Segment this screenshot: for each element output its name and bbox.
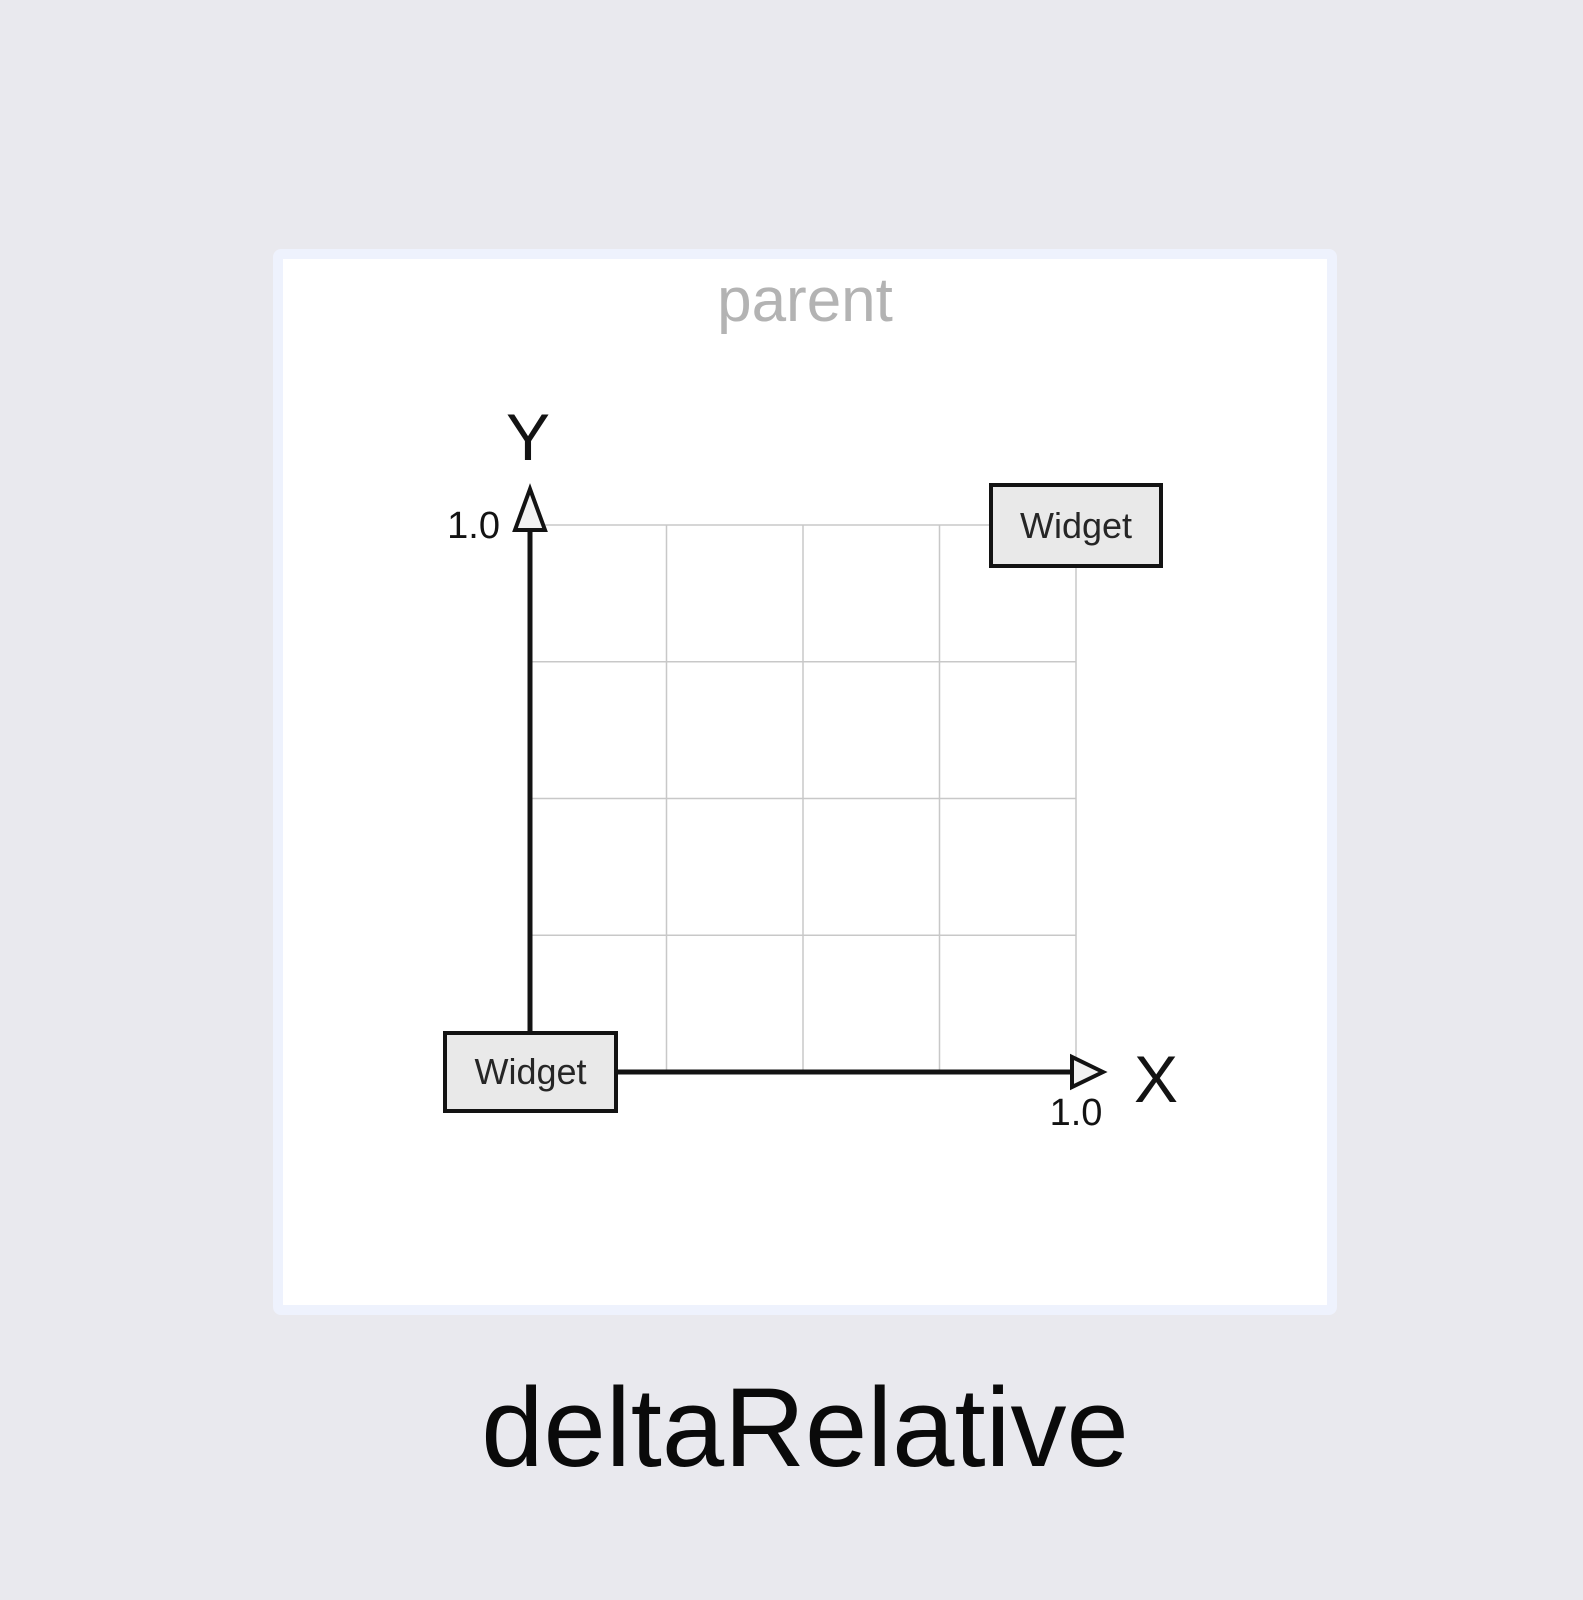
widget-origin-label: Widget xyxy=(474,1051,587,1092)
y-axis-max-tick: 1.0 xyxy=(447,505,500,547)
x-axis-arrowhead xyxy=(1070,1053,1108,1091)
diagram-caption: deltaRelative xyxy=(481,1365,1129,1490)
y-axis-arrowhead xyxy=(512,483,548,532)
grid-lines xyxy=(529,524,1077,1073)
x-axis-max-tick: 1.0 xyxy=(1049,1092,1103,1134)
y-axis-label: Y xyxy=(505,400,551,474)
x-axis-label: X xyxy=(1133,1042,1179,1116)
parent-label: parent xyxy=(717,266,893,335)
widget-box-top-right: Widget xyxy=(989,483,1163,568)
widget-box-origin: Widget xyxy=(443,1031,618,1113)
widget-top-right-label: Widget xyxy=(1019,504,1133,546)
parent-container-card xyxy=(273,249,1337,1315)
